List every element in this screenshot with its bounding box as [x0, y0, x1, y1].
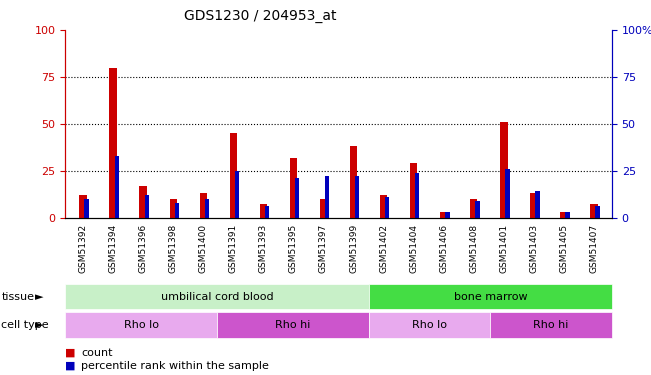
Bar [115, 156, 119, 218]
Text: ■: ■ [65, 361, 76, 370]
Text: ►: ► [35, 320, 43, 330]
Bar [139, 186, 147, 218]
Text: GDS1230 / 204953_at: GDS1230 / 204953_at [184, 9, 337, 23]
Bar [325, 176, 329, 218]
Bar [350, 146, 357, 218]
Bar [595, 206, 600, 218]
Bar [535, 191, 540, 217]
Bar [204, 199, 209, 217]
Bar [230, 133, 237, 218]
Bar [445, 212, 450, 217]
Bar [415, 172, 419, 217]
Text: ►: ► [35, 292, 43, 302]
Text: Rho lo: Rho lo [124, 320, 159, 330]
Bar [530, 193, 538, 217]
Text: umbilical cord blood: umbilical cord blood [161, 292, 273, 302]
Text: cell type: cell type [1, 320, 49, 330]
Bar [385, 197, 389, 217]
Bar [85, 199, 89, 217]
Bar [79, 195, 87, 217]
Bar [200, 193, 207, 217]
Bar [440, 212, 447, 217]
Bar [380, 195, 387, 217]
Bar [290, 158, 298, 218]
Text: percentile rank within the sample: percentile rank within the sample [81, 361, 270, 370]
Bar [235, 171, 239, 217]
Text: Rho lo: Rho lo [412, 320, 447, 330]
Text: Rho hi: Rho hi [533, 320, 569, 330]
Bar [169, 199, 177, 217]
Text: tissue: tissue [1, 292, 35, 302]
Bar [475, 201, 480, 217]
Bar [505, 169, 510, 217]
Bar [500, 122, 508, 218]
Text: ■: ■ [65, 348, 76, 357]
Bar [565, 212, 570, 217]
Bar [320, 199, 327, 217]
Bar [260, 204, 267, 218]
Text: count: count [81, 348, 113, 357]
Bar [560, 212, 568, 217]
Bar [145, 195, 149, 217]
Text: bone marrow: bone marrow [454, 292, 527, 302]
Bar [410, 163, 417, 218]
Bar [295, 178, 299, 218]
Bar [109, 68, 117, 218]
Bar [174, 202, 179, 217]
Text: Rho hi: Rho hi [275, 320, 311, 330]
Bar [590, 204, 598, 218]
Bar [265, 206, 270, 218]
Bar [470, 199, 477, 217]
Bar [355, 176, 359, 218]
